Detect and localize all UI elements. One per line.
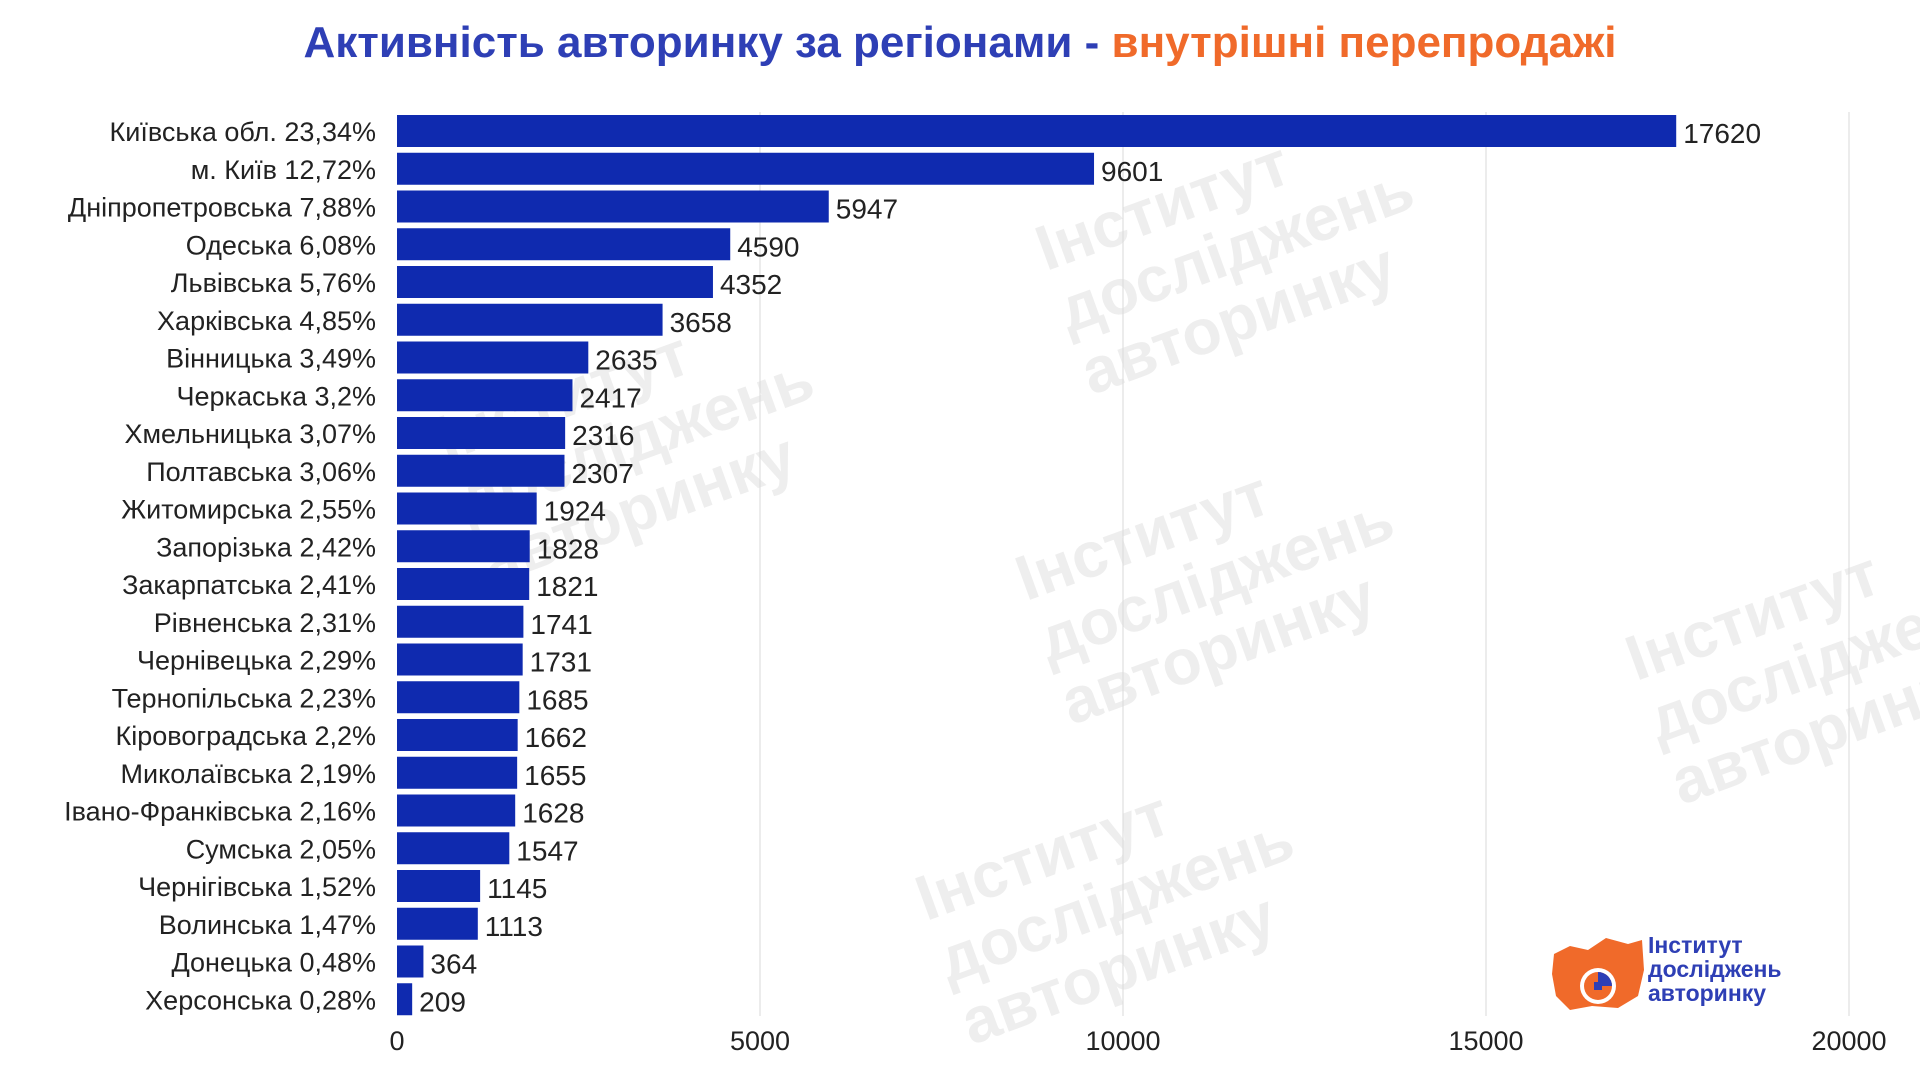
bar: [397, 907, 478, 940]
x-tick-label: 5000: [730, 1026, 790, 1056]
value-label: 5947: [836, 194, 898, 225]
value-label: 4590: [737, 231, 799, 262]
chart-title-accent: внутрішні перепродажі: [1111, 18, 1617, 67]
x-tick-label: 15000: [1448, 1026, 1523, 1056]
bar: [397, 794, 516, 827]
bar: [397, 681, 520, 714]
category-label: Волинська 1,47%: [159, 910, 376, 940]
grid-lines: [759, 112, 1850, 1016]
value-label: 17620: [1683, 118, 1761, 149]
value-label: 1662: [525, 722, 587, 753]
chart-title-main: Активність авторинку за регіонами -: [303, 18, 1100, 67]
category-label: Одеська 6,08%: [186, 230, 376, 260]
bar: [397, 492, 537, 525]
bar: [397, 983, 413, 1016]
logo-line-2: досліджень: [1648, 956, 1782, 982]
category-label: Івано-Франківська 2,16%: [64, 797, 376, 827]
x-tick-label: 0: [389, 1026, 404, 1056]
value-label: 1113: [485, 911, 543, 942]
bar: [397, 568, 530, 600]
category-label: Тернопільська 2,23%: [112, 683, 376, 713]
bar: [397, 417, 566, 449]
value-label: 2307: [571, 458, 633, 489]
bar: [397, 341, 589, 374]
value-label: 1145: [487, 873, 547, 904]
bar: [397, 643, 523, 676]
category-label: Кіровоградська 2,2%: [116, 721, 376, 751]
category-label: Запорізька 2,42%: [156, 532, 376, 562]
bar: [397, 605, 524, 638]
value-label: 1731: [530, 647, 592, 678]
value-label: 4352: [720, 269, 782, 300]
x-tick-label: 20000: [1811, 1026, 1886, 1056]
category-label: Львівська 5,76%: [171, 268, 376, 298]
value-label: 3658: [670, 307, 732, 338]
bars: [397, 115, 1677, 1016]
category-label: Дніпропетровська 7,88%: [68, 193, 376, 223]
bar: [397, 266, 713, 298]
bar: [397, 115, 1677, 147]
category-label: Черкаська 3,2%: [177, 381, 376, 411]
category-label: Херсонська 0,28%: [145, 985, 376, 1015]
value-label: 1685: [526, 684, 588, 715]
category-labels: Київська обл. 23,34% м. Київ 12,72% Дніпро…: [64, 117, 376, 1015]
bar: [397, 454, 565, 487]
category-label: Сумська 2,05%: [186, 834, 376, 864]
value-label: 364: [430, 949, 477, 980]
bar: [397, 303, 663, 336]
bar: [397, 719, 518, 751]
value-label: 2316: [572, 420, 634, 451]
category-label: Донецька 0,48%: [171, 948, 376, 978]
value-label: 2635: [595, 345, 657, 376]
value-label: 2417: [579, 382, 641, 413]
category-label: Миколаївська 2,19%: [121, 759, 376, 789]
category-label: Київська обл. 23,34%: [110, 117, 376, 147]
value-label: 1655: [524, 760, 586, 791]
x-axis-ticks: 0 5000 10000 15000 20000: [389, 1026, 1886, 1056]
category-label: м. Київ 12,72%: [191, 155, 376, 185]
logo-line-1: Інститут: [1648, 932, 1743, 958]
pie-icon: [1580, 968, 1616, 1004]
x-tick-label: 10000: [1085, 1026, 1160, 1056]
value-label: 1741: [530, 609, 592, 640]
category-label: Полтавська 3,06%: [146, 457, 376, 487]
logo-text: Інститут досліджень авторинку: [1648, 933, 1782, 1005]
value-label: 1821: [536, 571, 598, 602]
chart-title: Активність авторинку за регіонами - внут…: [0, 18, 1920, 68]
bar: [397, 190, 829, 223]
category-label: Хмельницька 3,07%: [124, 419, 376, 449]
value-label: 209: [419, 986, 466, 1017]
category-label: Чернівецька 2,29%: [137, 646, 376, 676]
value-label: 1628: [522, 798, 584, 829]
category-label: Закарпатська 2,41%: [122, 570, 376, 600]
bar: [397, 379, 573, 412]
category-label: Житомирська 2,55%: [121, 495, 376, 525]
bar: [397, 756, 518, 789]
value-label: 1924: [544, 496, 606, 527]
bar: [397, 870, 481, 902]
bar: [397, 530, 530, 563]
value-label: 1547: [516, 835, 578, 866]
value-labels: 17620 9601 5947 4590 4352 3658 2635 2417 2316 230…: [419, 118, 1761, 1017]
bar: [397, 945, 424, 978]
category-label: Вінницька 3,49%: [166, 344, 376, 374]
logo: [1552, 938, 1644, 1010]
bar: [397, 228, 731, 261]
bar: [397, 152, 1095, 185]
logo-line-3: авторинку: [1648, 980, 1767, 1006]
category-label: Харківська 4,85%: [157, 306, 376, 336]
value-label: 9601: [1101, 156, 1163, 187]
value-label: 1828: [537, 533, 599, 564]
category-label: Чернігівська 1,52%: [138, 872, 376, 902]
category-label: Рівненська 2,31%: [154, 608, 376, 638]
bar: [397, 832, 510, 865]
